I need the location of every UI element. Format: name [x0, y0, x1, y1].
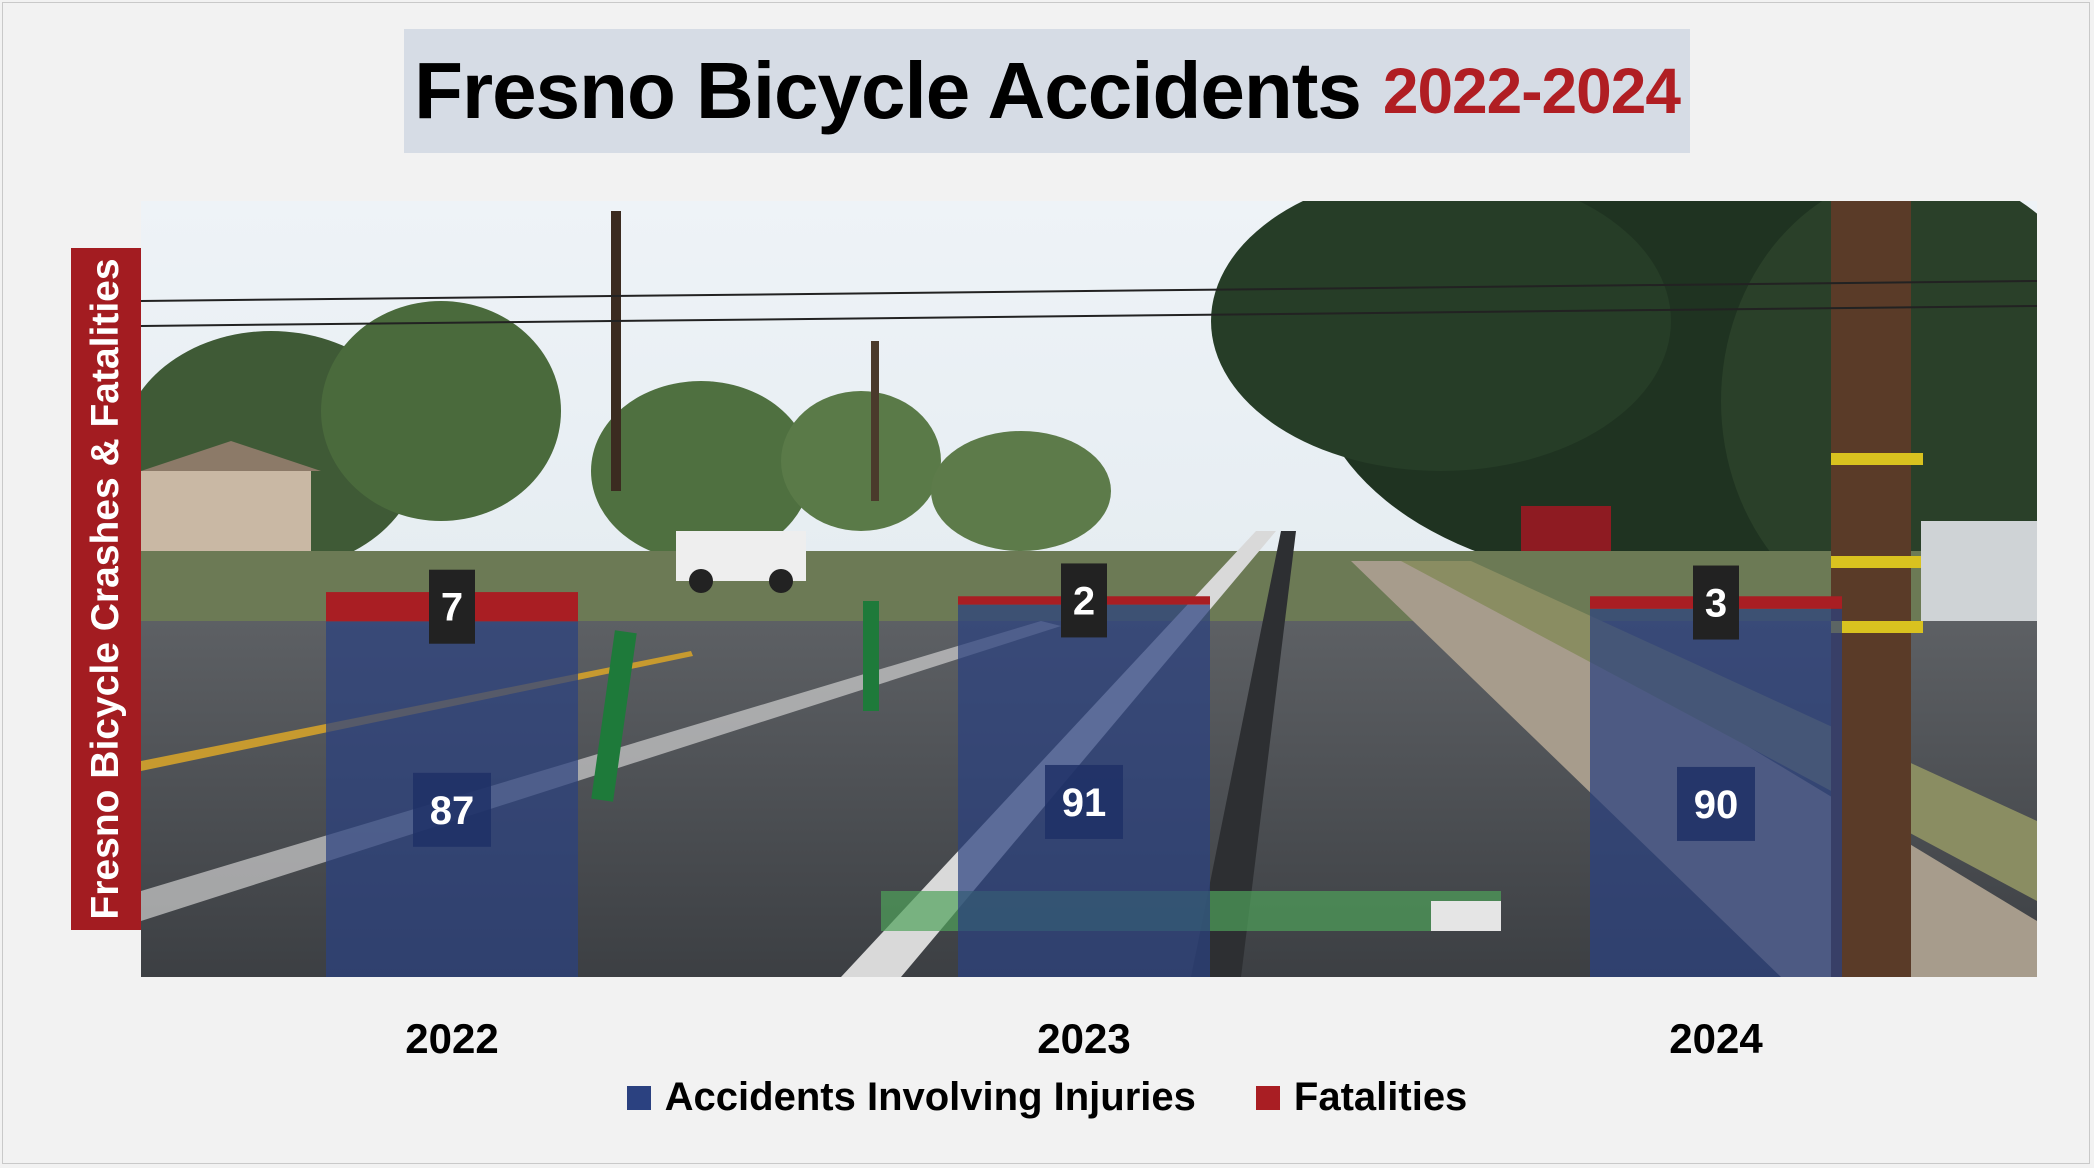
legend-item-fatalities: Fatalities — [1255, 1075, 1468, 1120]
data-label-fatalities-2024: 3 — [1705, 582, 1727, 626]
data-label-box — [429, 569, 475, 644]
data-label-box — [1061, 563, 1107, 638]
x-tick-label-2022: 2022 — [405, 1015, 499, 1062]
data-label-injuries-2024: 90 — [1694, 783, 1739, 827]
chart-title-main: Fresno Bicycle Accidents — [414, 46, 1362, 135]
legend-swatch-fatalities — [1255, 1085, 1280, 1110]
legend: Accidents Involving Injuries Fatalities — [0, 1075, 2094, 1120]
data-label-fatalities-2022: 7 — [441, 586, 463, 630]
x-tick-label-2024: 2024 — [1669, 1015, 1763, 1062]
legend-item-injuries: Accidents Involving Injuries — [626, 1075, 1196, 1120]
legend-label-fatalities: Fatalities — [1293, 1075, 1468, 1119]
legend-label-injuries: Accidents Involving Injuries — [664, 1075, 1196, 1119]
chart-title: Fresno Bicycle Accidents 2022-2024 — [404, 29, 1690, 153]
legend-swatch-injuries — [626, 1085, 651, 1110]
y-axis-label: Fresno Bicycle Crashes & Fatalities — [84, 258, 127, 920]
bars-layer: 87 7 91 2 90 3 — [326, 563, 1842, 977]
data-label-injuries-2022: 87 — [430, 789, 475, 833]
y-axis-label-box — [71, 248, 141, 930]
data-label-fatalities-2023: 2 — [1073, 579, 1095, 623]
x-tick-label-2023: 2023 — [1037, 1015, 1131, 1062]
chart-title-years: 2022-2024 — [1382, 55, 1681, 127]
data-label-box — [1045, 764, 1123, 839]
plot-area: 87 7 91 2 90 3 — [141, 201, 2037, 977]
data-label-box — [1693, 565, 1739, 640]
data-label-box — [1677, 766, 1755, 841]
data-label-box — [413, 772, 491, 847]
data-label-injuries-2023: 91 — [1062, 781, 1107, 825]
